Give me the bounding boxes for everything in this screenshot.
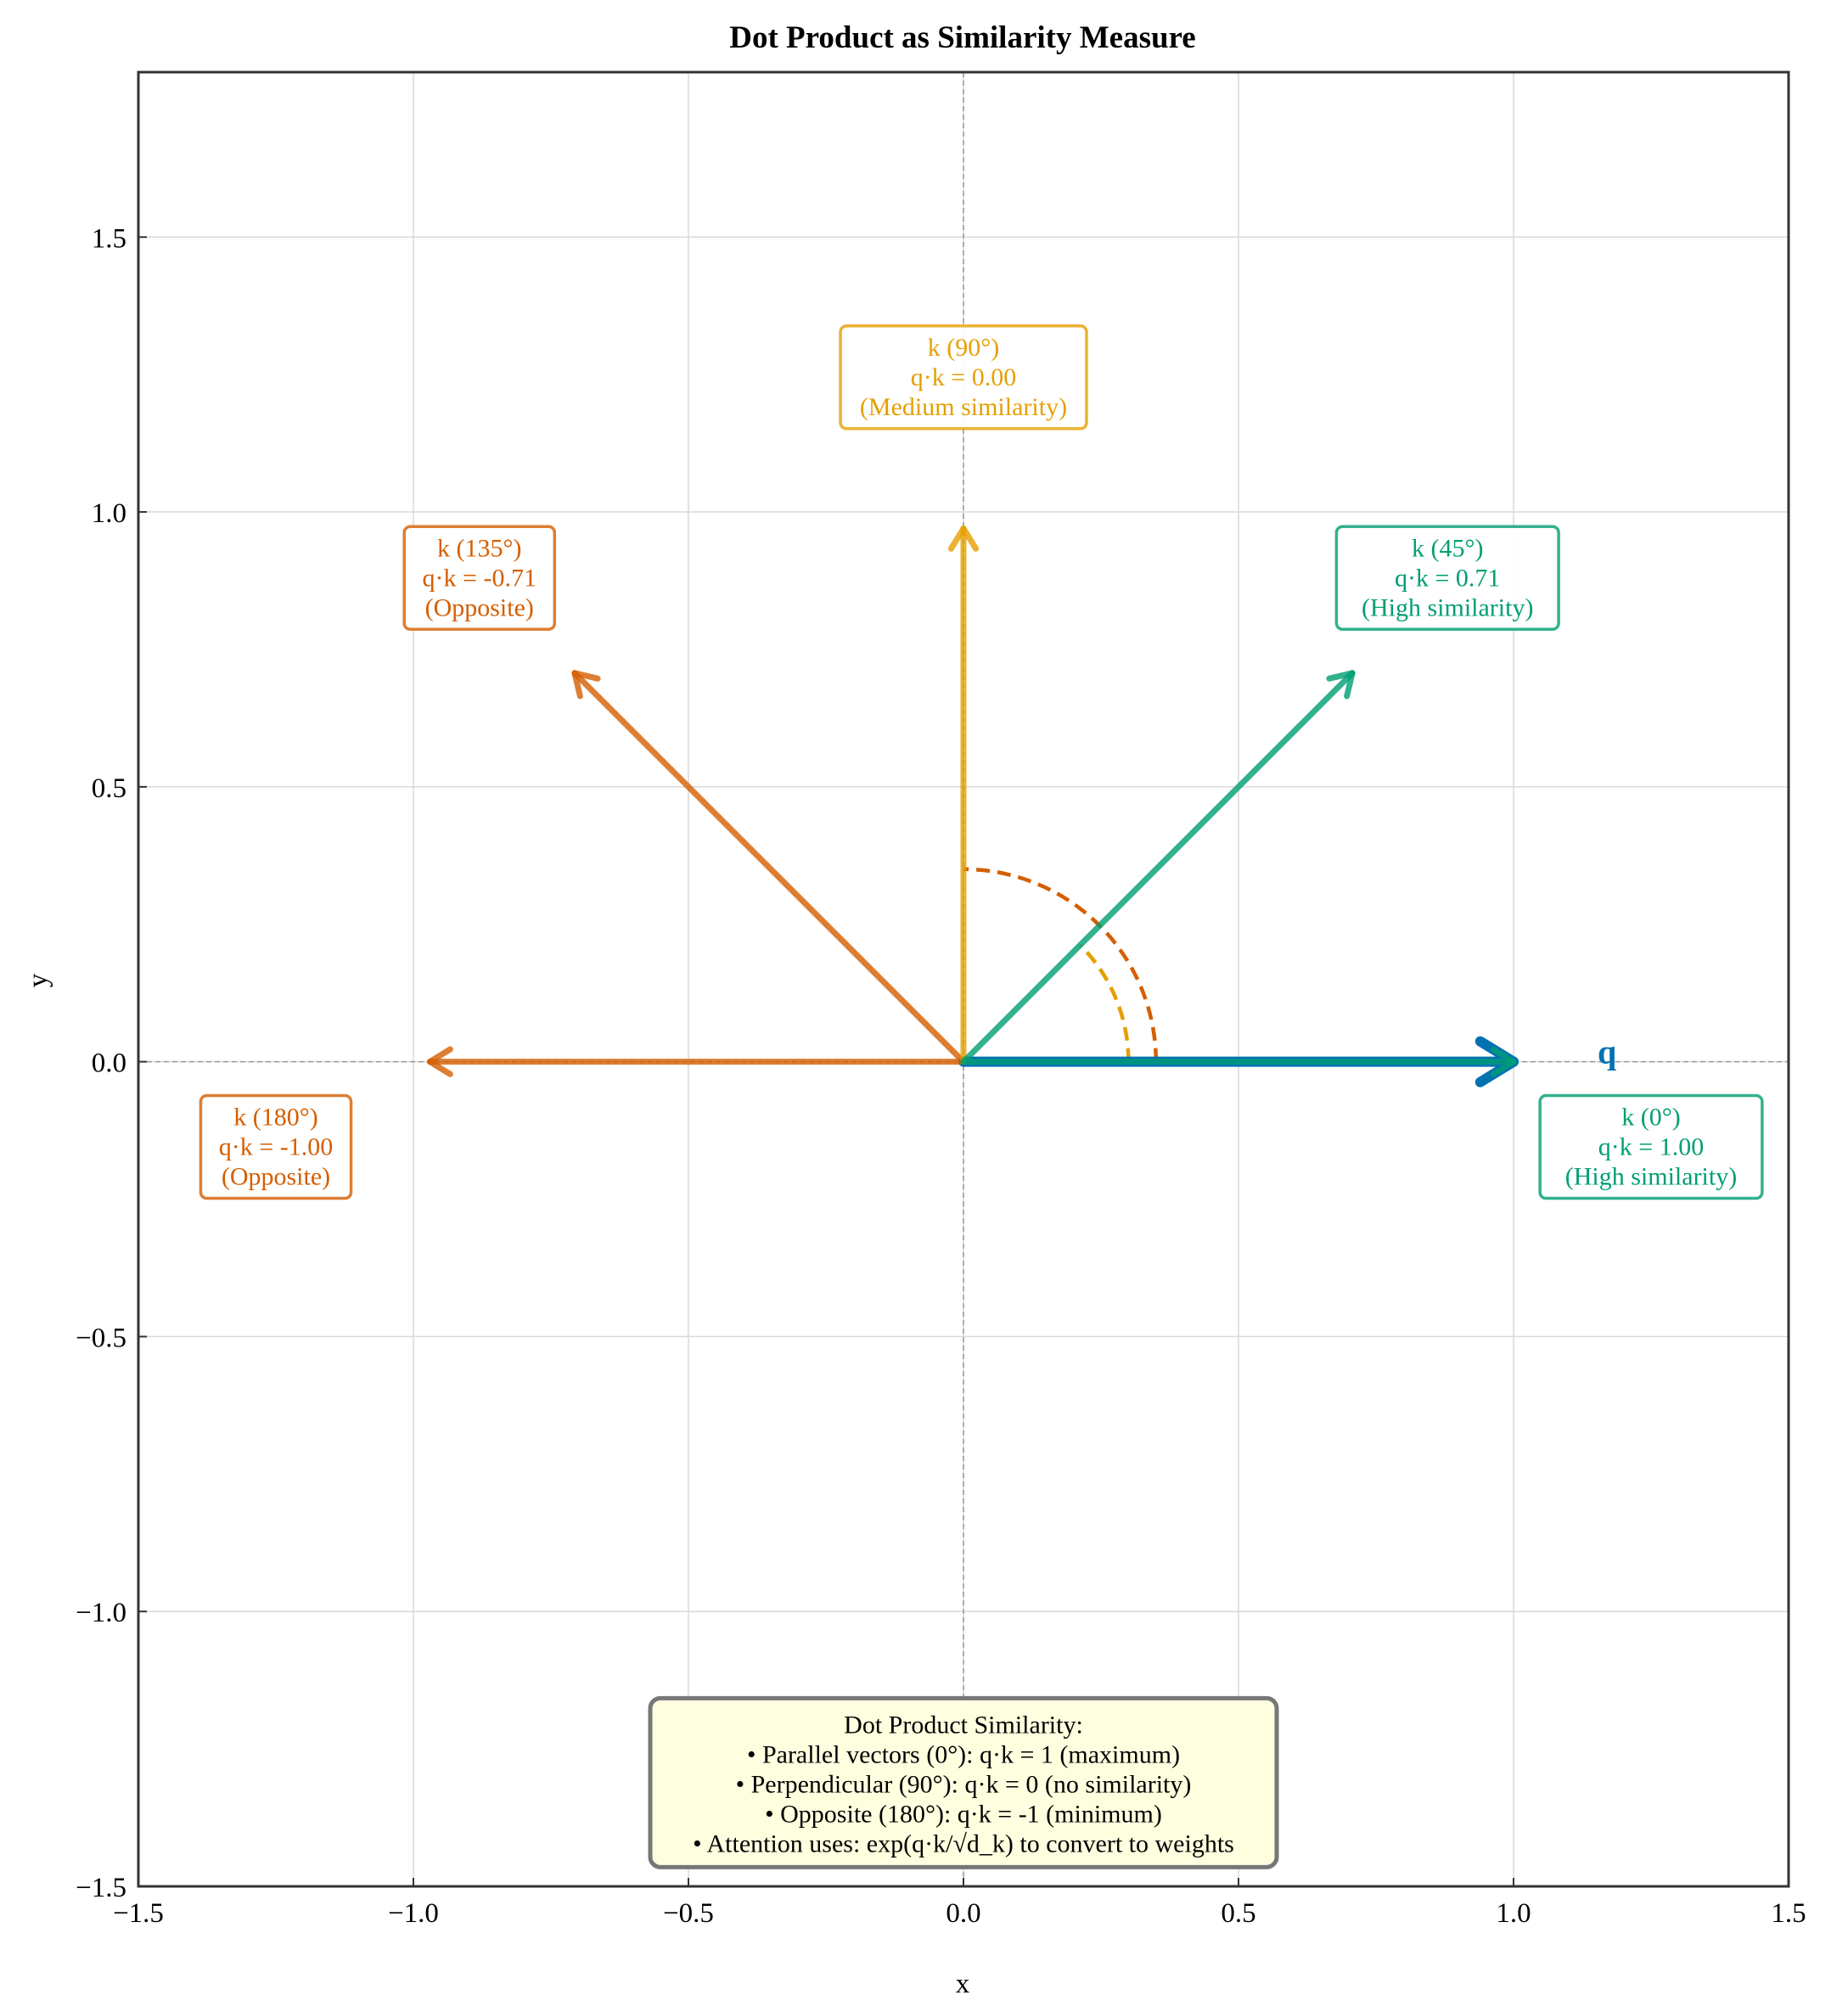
annotation-line: q·k = -0.71 <box>423 564 536 592</box>
annotation-box <box>402 525 557 632</box>
info-box-line: • Parallel vectors (0°): q·k = 1 (maximu… <box>747 1740 1180 1768</box>
key-vector-0-head <box>1490 1046 1517 1077</box>
y-tick-label: −1.0 <box>76 1598 126 1628</box>
annotation-k-45: k (45°)q·k = 0.71(High similarity) <box>1334 525 1560 632</box>
chart-title: Dot Product as Similarity Measure <box>729 20 1195 55</box>
info-box-line: • Opposite (180°): q·k = -1 (minimum) <box>765 1800 1162 1828</box>
x-tick-label: −1.0 <box>388 1898 439 1929</box>
annotation-line: (High similarity) <box>1565 1163 1737 1191</box>
annotation-line: k (135°) <box>437 534 521 562</box>
annotation-line: q·k = -1.00 <box>219 1133 333 1161</box>
info-box: Dot Product Similarity:• Parallel vector… <box>648 1695 1279 1869</box>
y-tick-label: 0.0 <box>92 1048 126 1079</box>
key-vector-45-head <box>1326 670 1356 700</box>
annotation-line: q·k = 0.00 <box>911 363 1016 391</box>
x-tick-label: 0.0 <box>946 1898 980 1929</box>
annotation-line: k (180°) <box>233 1104 317 1132</box>
annotation-k-0: k (0°)q·k = 1.00(High similarity) <box>1538 1093 1764 1200</box>
annotation-k-180: k (180°)q·k = -1.00(Opposite) <box>199 1093 353 1200</box>
annotation-line: k (45°) <box>1412 534 1483 562</box>
x-tick-label: 1.5 <box>1771 1898 1806 1929</box>
y-tick-label: 1.0 <box>92 498 126 529</box>
axis-ticks: −1.5 −1.0 −0.5 0.0 0.5 1.0 1.5 −1.5 −1.0 −0.5 0.0 0… <box>76 223 1806 1929</box>
x-tick-label: 0.5 <box>1221 1898 1255 1929</box>
annotation-line: q·k = 1.00 <box>1598 1133 1704 1161</box>
x-tick-label: −1.5 <box>113 1898 164 1929</box>
annotation-box <box>1538 1093 1764 1200</box>
vector-annotations: qk (180°)q·k = -1.00(Opposite)k (135°)q·… <box>199 324 1764 1200</box>
info-box-title: Dot Product Similarity: <box>844 1711 1083 1739</box>
annotation-line: (High similarity) <box>1362 593 1533 621</box>
x-tick-label: −0.5 <box>663 1898 714 1929</box>
angle-arc <box>1078 943 1131 1062</box>
annotation-box <box>839 324 1088 430</box>
key-vector-135-head <box>571 670 601 700</box>
annotation-box <box>1334 525 1560 632</box>
y-tick-label: 1.5 <box>92 223 126 254</box>
y-axis-label: y <box>23 973 53 987</box>
annotation-line: (Opposite) <box>425 593 534 621</box>
y-tick-label: 0.5 <box>92 773 126 804</box>
info-box-line: • Attention uses: exp(q·k/√d_k) to conve… <box>693 1829 1234 1857</box>
info-box-frame <box>648 1695 1279 1869</box>
annotation-line: (Opposite) <box>222 1163 330 1191</box>
annotation-line: k (90°) <box>928 334 999 362</box>
info-box-line: • Perpendicular (90°): q·k = 0 (no simil… <box>736 1770 1192 1798</box>
y-tick-label: −1.5 <box>76 1873 126 1903</box>
x-axis-label: x <box>956 1969 970 1999</box>
annotation-k-90: k (90°)q·k = 0.00(Medium similarity) <box>839 324 1088 430</box>
x-tick-label: 1.0 <box>1496 1898 1531 1929</box>
annotation-line: q·k = 0.71 <box>1395 564 1500 592</box>
key-vector-180-head <box>426 1046 453 1077</box>
key-vector-135-shaft <box>571 670 967 1065</box>
vectors <box>426 525 1519 1087</box>
query-label: q <box>1598 1033 1616 1071</box>
y-tick-label: −0.5 <box>76 1323 126 1353</box>
annotation-line: (Medium similarity) <box>860 393 1067 421</box>
annotation-line: k (0°) <box>1621 1104 1680 1132</box>
key-vector-90-head <box>947 525 980 552</box>
annotation-k-135: k (135°)q·k = -0.71(Opposite) <box>402 525 557 632</box>
annotation-box <box>199 1093 353 1200</box>
key-vector-45-shaft <box>960 670 1356 1065</box>
